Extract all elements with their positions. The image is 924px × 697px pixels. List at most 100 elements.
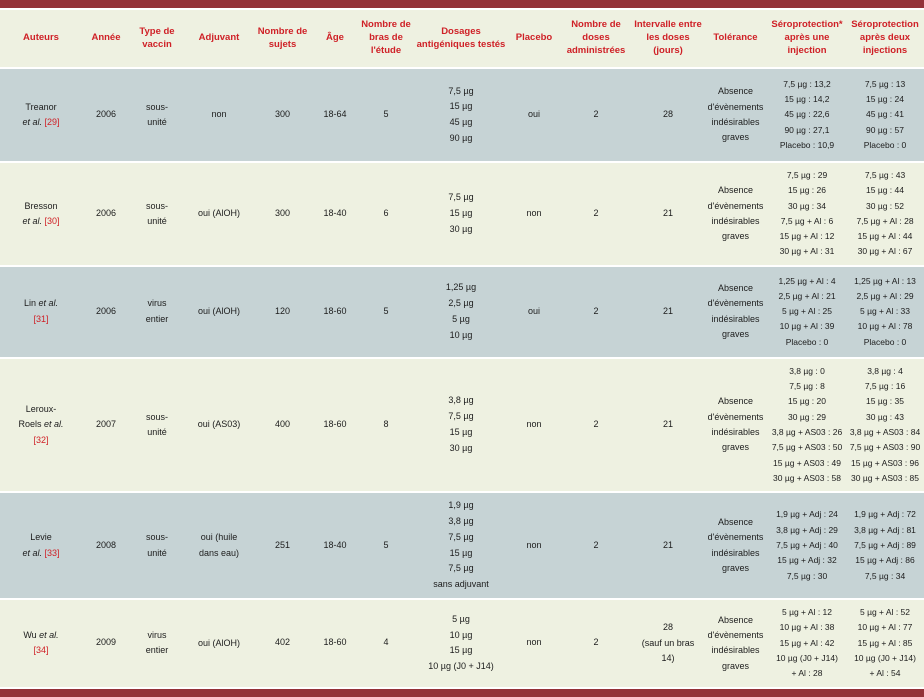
cell-line: 15 µg + AS03 : 96 xyxy=(851,457,919,468)
cell-line: 2,5 µg + Al : 29 xyxy=(856,290,914,301)
cell-line: 10 µg + Al : 39 xyxy=(779,321,835,332)
cell-seroprotection-two: 1,25 µg + Al : 13 2,5 µg + Al : 29 5 µg + … xyxy=(846,266,924,357)
citation-ref[interactable]: [34] xyxy=(33,645,49,656)
citation-ref[interactable]: [31] xyxy=(33,313,49,324)
author-name: Leroux- xyxy=(25,404,57,415)
cell-vaccine-type: sous-unité xyxy=(130,358,184,492)
cell-line: 10 µg + Al : 77 xyxy=(857,622,913,633)
cell-vaccine-type: sous-unité xyxy=(130,69,184,161)
cell-dosages: 7,5 µg 15 µg 45 µg 90 µg xyxy=(413,69,509,161)
cell-line: 28 xyxy=(662,109,673,120)
cell-year: 2008 xyxy=(82,493,130,599)
citation-ref[interactable]: [32] xyxy=(33,434,49,445)
cell-line: 5 µg + Al : 52 xyxy=(859,607,911,618)
cell-age: 18-64 xyxy=(311,69,359,161)
citation-ref[interactable]: [33] xyxy=(42,547,60,558)
cell-line: 15 µg : 26 xyxy=(788,185,826,196)
cell-line: 30 µg : 34 xyxy=(788,200,826,211)
cell-line: indésirables xyxy=(711,426,760,437)
table-body: Treanor et al. [29] 2006 sous-unité non 300 18… xyxy=(0,69,924,687)
cell-adjuvant: oui (AlOH) xyxy=(184,600,254,687)
citation-ref[interactable]: [30] xyxy=(42,215,60,226)
cell-line: 3,8 µg + AS03 : 26 xyxy=(771,426,843,437)
citation-ref[interactable]: [29] xyxy=(42,117,60,127)
cell-line: 45 µg xyxy=(449,117,473,127)
cell-line: oui (AlOH) xyxy=(197,637,240,648)
cell-age: 18-60 xyxy=(311,600,359,687)
cell-doses: 2 xyxy=(559,163,633,265)
cell-subjects: 402 xyxy=(254,600,311,687)
cell-tolerance: Absence d'évènements indésirables graves xyxy=(703,266,768,357)
col-header-seroprotection-two: Séroprotection après deux injections xyxy=(846,10,924,67)
study-row: Lin et al. [31] 2006 virus entier oui (AlOH) 1… xyxy=(0,266,924,357)
cell-line: oui (AS03) xyxy=(197,419,241,430)
cell-year: 2007 xyxy=(82,358,130,492)
cell-study-arms: 6 xyxy=(359,163,413,265)
cell-line: 30 µg xyxy=(449,223,473,234)
cell-line: 15 µg xyxy=(449,208,473,219)
cell-line: sous- xyxy=(145,532,168,543)
cell-line: Absence xyxy=(717,517,754,528)
cell-line: 3,8 µg xyxy=(448,395,474,406)
cell-line: 7,5 µg + AS03 : 50 xyxy=(771,442,843,453)
col-header-doses: Nombre de doses administrées xyxy=(559,10,633,67)
cell-line: + Al : 54 xyxy=(869,668,901,679)
cell-line: 3,8 µg + AS03 : 84 xyxy=(849,426,921,437)
cell-line: 7,5 µg : 30 xyxy=(786,570,828,581)
cell-line: 1,25 µg xyxy=(445,282,477,293)
col-header-study-arms: Nombre de bras de l'étude xyxy=(359,10,413,67)
cell-line: Absence xyxy=(717,185,754,196)
cell-authors: Treanor et al. [29] xyxy=(0,69,82,161)
cell-tolerance: Absence d'évènements indésirables graves xyxy=(703,493,768,599)
cell-authors: Levie et al. [33] xyxy=(0,493,82,599)
cell-seroprotection-two: 1,9 µg + Adj : 72 3,8 µg + Adj : 81 7,5 µg… xyxy=(846,493,924,599)
cell-line: Placebo : 0 xyxy=(863,336,907,347)
cell-line: 10 µg (J0 + J14) xyxy=(776,653,838,664)
col-header-vaccine-type: Type de vaccin xyxy=(130,10,184,67)
col-header-interval: Intervalle entre les doses (jours) xyxy=(633,10,703,67)
cell-placebo: non xyxy=(509,358,559,492)
cell-line: 15 µg + Al : 42 xyxy=(779,637,835,648)
cell-line: 1,9 µg xyxy=(448,500,474,511)
cell-line: unité xyxy=(147,426,167,437)
author-line: Treanor xyxy=(1,100,81,115)
cell-line: 30 µg + Al : 67 xyxy=(857,246,913,257)
cell-line: 10 µg (J0 + J14) xyxy=(428,661,494,672)
cell-line: d'évènements xyxy=(707,630,764,641)
author-line: et al. [29] xyxy=(1,115,81,130)
cell-year: 2006 xyxy=(82,69,130,161)
cell-line: 21 xyxy=(662,540,673,550)
cell-adjuvant: oui (AS03) xyxy=(184,358,254,492)
cell-placebo: oui xyxy=(509,266,559,357)
cell-adjuvant: oui (AlOH) xyxy=(184,266,254,357)
cell-line: Absence xyxy=(717,614,754,625)
cell-line: entier xyxy=(145,313,169,324)
cell-authors: Wu et al. [34] xyxy=(0,600,82,687)
cell-age: 18-40 xyxy=(311,493,359,599)
cell-line: 1,9 µg + Adj : 72 xyxy=(854,509,916,520)
cell-dosages: 3,8 µg 7,5 µg 15 µg 30 µg xyxy=(413,358,509,492)
cell-line: 45 µg : 41 xyxy=(866,109,904,120)
cell-line: oui (AlOH) xyxy=(197,208,240,219)
cell-line: 30 µg xyxy=(449,442,473,453)
cell-line: indésirables xyxy=(711,117,760,127)
cell-dosages: 7,5 µg 15 µg 30 µg xyxy=(413,163,509,265)
vaccine-studies-table: Auteurs Année Type de vaccin Adjuvant Nombre… xyxy=(0,8,924,689)
col-header-subjects: Nombre de sujets xyxy=(254,10,311,67)
cell-line: 5 µg + Al : 25 xyxy=(781,306,833,317)
author-etal: et al. xyxy=(38,298,59,309)
author-line: Lin et al. xyxy=(1,296,81,311)
cell-line: indésirables xyxy=(711,547,760,558)
cell-line: graves xyxy=(721,132,749,143)
cell-line: 3,8 µg + Adj : 29 xyxy=(776,524,838,535)
cell-year: 2009 xyxy=(82,600,130,687)
cell-line: 90 µg xyxy=(449,132,473,143)
cell-line: sous- xyxy=(145,101,168,112)
cell-line: d'évènements xyxy=(707,411,764,422)
cell-line: indésirables xyxy=(711,645,760,656)
cell-study-arms: 5 xyxy=(359,266,413,357)
cell-doses: 2 xyxy=(559,358,633,492)
cell-line: d'évènements xyxy=(707,101,764,112)
cell-age: 18-60 xyxy=(311,358,359,492)
